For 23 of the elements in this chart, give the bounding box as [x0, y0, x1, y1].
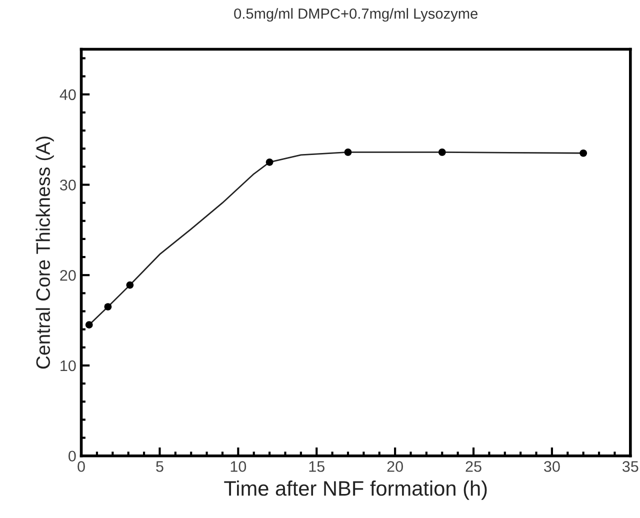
- y-tick-label: 40: [60, 89, 76, 100]
- x-tick-label: 35: [622, 461, 638, 472]
- x-tick-label: 30: [544, 461, 560, 472]
- y-tick-label: 20: [60, 270, 76, 281]
- point: [266, 158, 274, 166]
- x-tick-label: 0: [78, 461, 85, 472]
- y-tick-label: 0: [68, 450, 76, 462]
- x-tick-label: 25: [466, 461, 482, 472]
- point: [438, 148, 446, 156]
- chart-title: 0.5mg/ml DMPC+0.7mg/ml Lysozyme: [234, 8, 478, 22]
- x-tick-label: 10: [230, 461, 246, 472]
- x-tick-label: 5: [156, 461, 164, 472]
- x-tick-label: 20: [387, 461, 403, 472]
- point: [344, 148, 352, 156]
- point: [85, 321, 93, 328]
- y-tick-label: 30: [60, 180, 76, 190]
- x-tick-label: 15: [309, 461, 324, 472]
- point: [104, 303, 112, 310]
- y-axis-title: Central Core Thickness (A): [36, 136, 54, 369]
- x-axis-title: Time after NBF formation (h): [224, 480, 487, 500]
- point: [126, 281, 134, 289]
- y-tick-label: 10: [60, 360, 76, 372]
- point: [580, 149, 588, 157]
